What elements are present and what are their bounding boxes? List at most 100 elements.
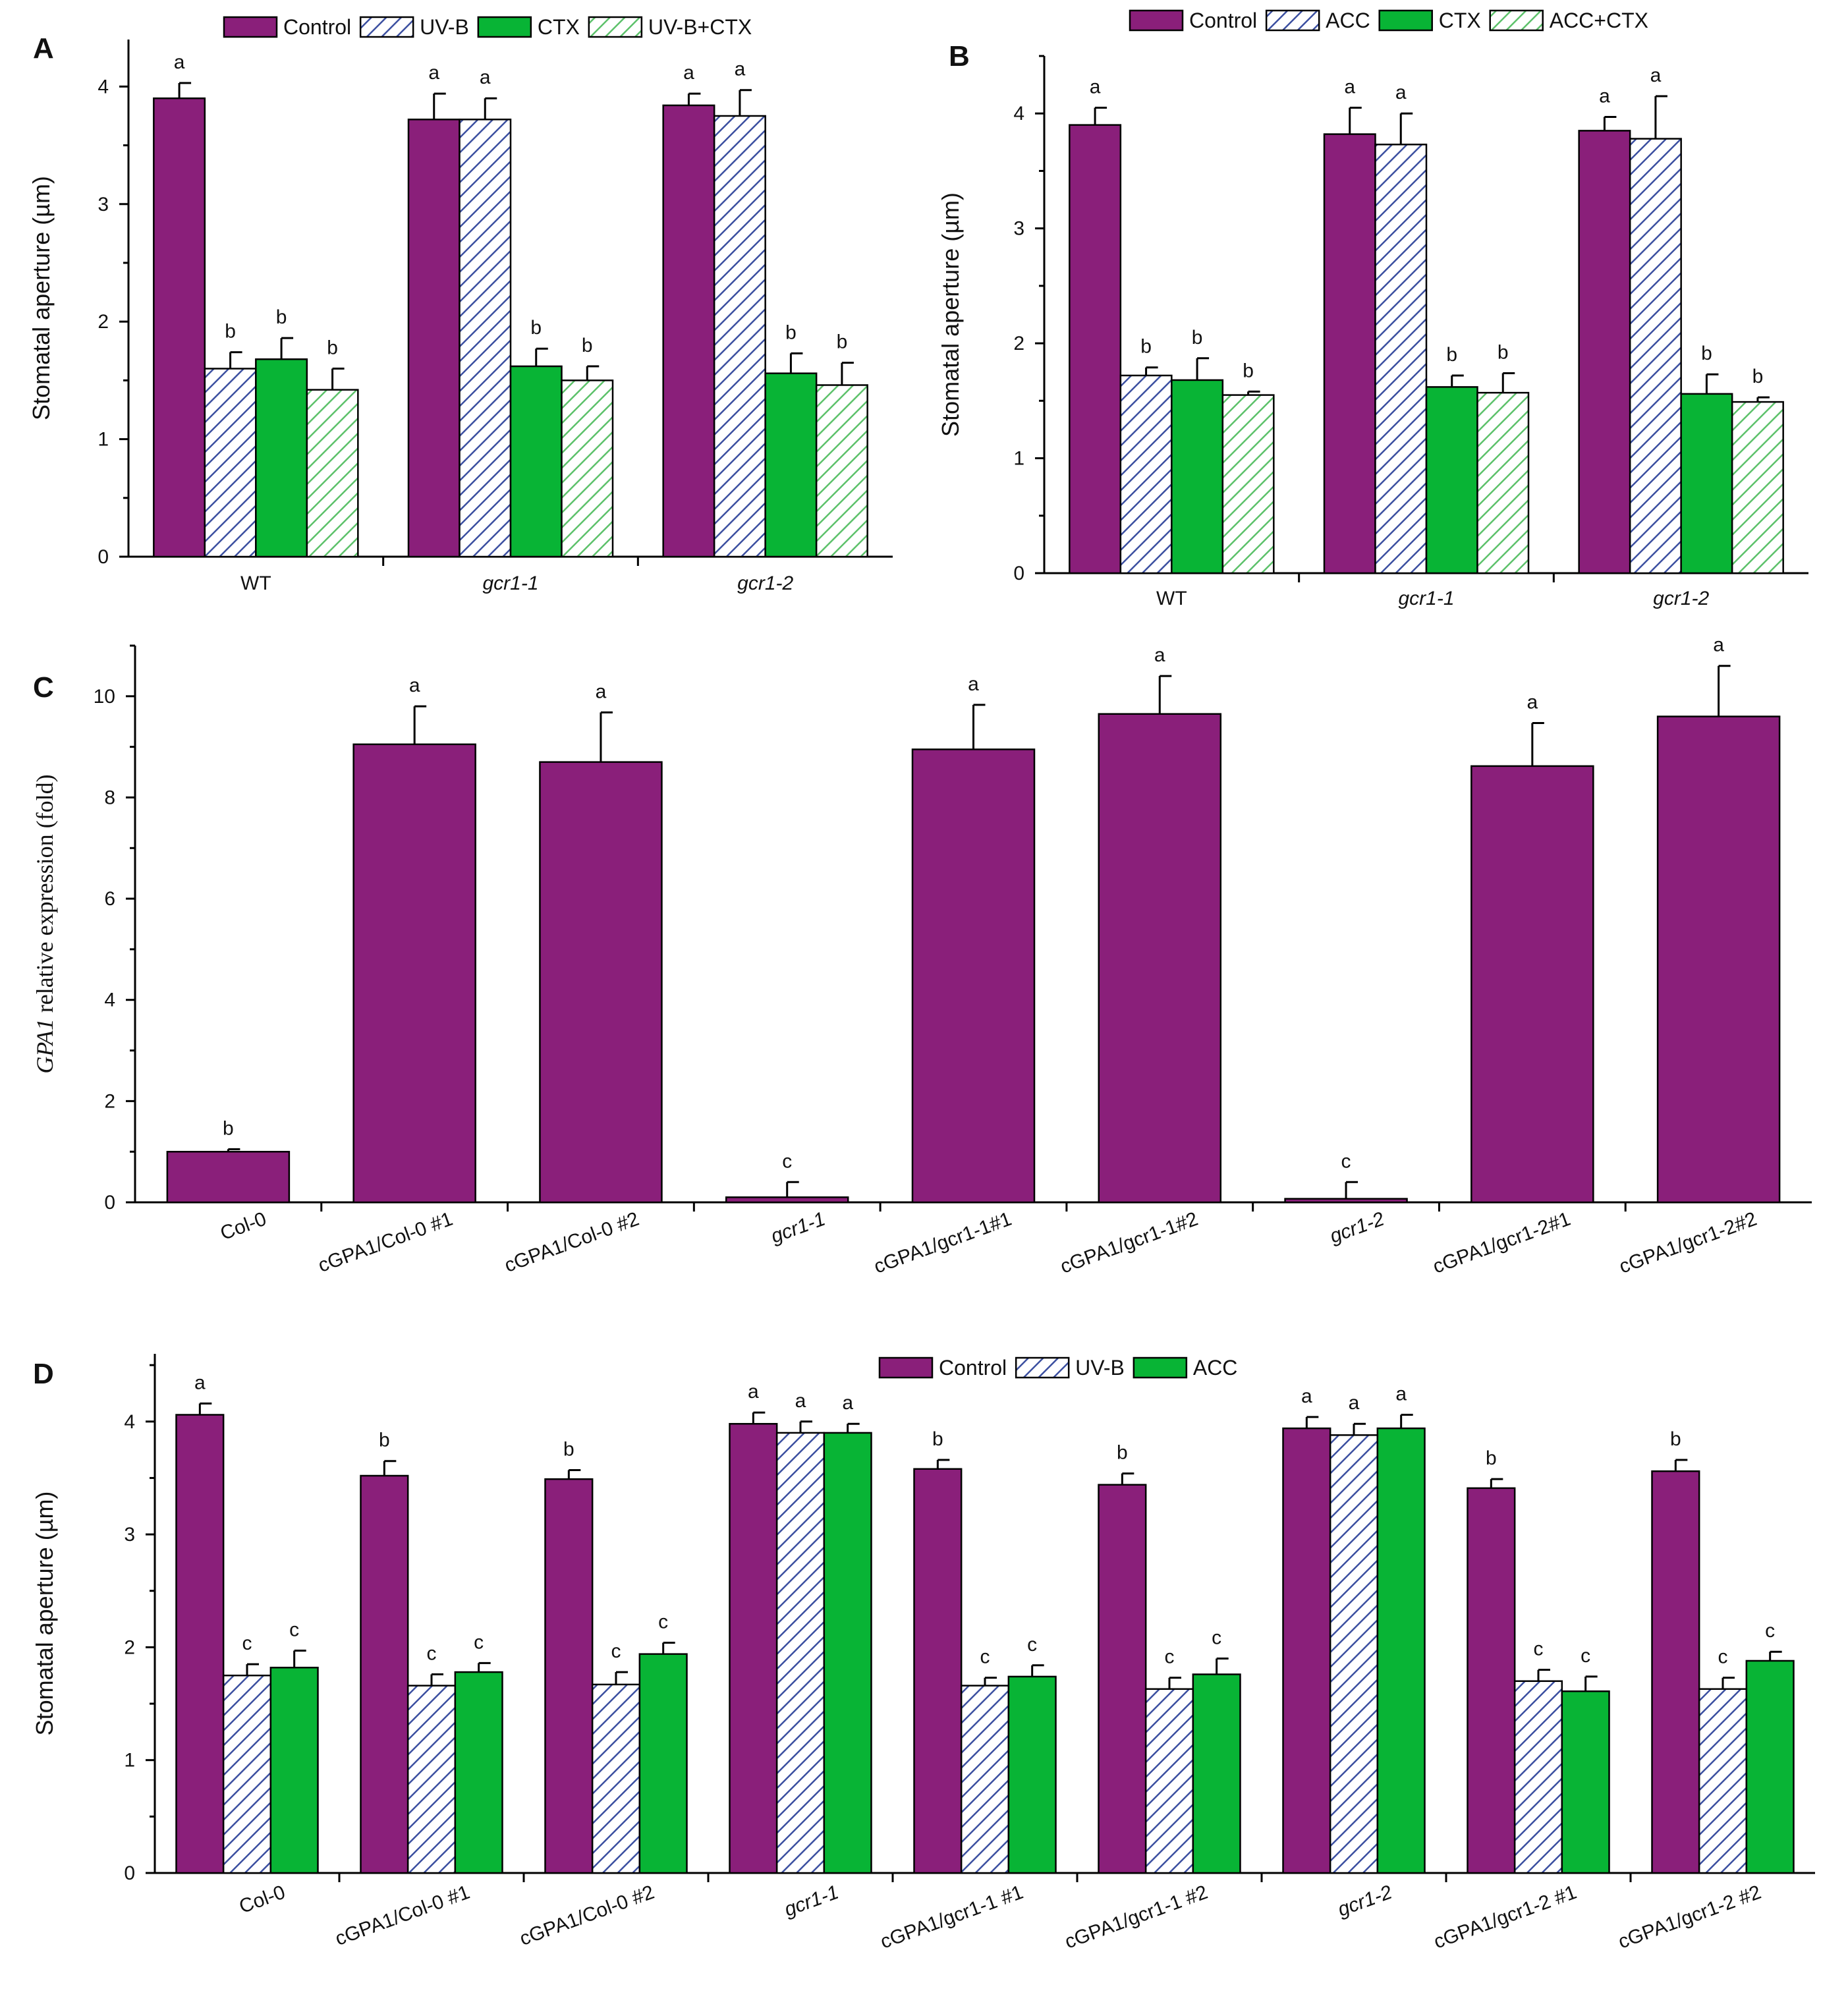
bar (1284, 1198, 1408, 1204)
significance-letter: a (409, 675, 420, 696)
bar (775, 1432, 826, 1874)
significance-letter: a (194, 1372, 206, 1393)
bar (1467, 1487, 1516, 1874)
bar (269, 1666, 319, 1874)
bar (1374, 144, 1428, 574)
x-tick-label: gcr1-2 (1335, 1881, 1395, 1920)
bar (352, 743, 476, 1204)
y-tick-label: 3 (1013, 218, 1024, 240)
significance-letter: b (1243, 360, 1254, 381)
x-tick-label: gcr1-1 (781, 1882, 841, 1921)
y-tick-label: 4 (104, 990, 115, 1011)
significance-letter: a (842, 1392, 853, 1414)
x-tick-label: WT (1156, 588, 1187, 609)
significance-letter: b (530, 317, 542, 339)
x-tick-label: cGPA1/gcr1-2 #1 (1431, 1882, 1579, 1953)
x-tick-label: cGPA1/Col-0 #1 (332, 1882, 472, 1950)
significance-letter: b (1192, 327, 1203, 349)
y-tick-label: 6 (104, 888, 115, 910)
bar (407, 119, 461, 558)
bar (175, 1414, 225, 1874)
bar (960, 1685, 1010, 1874)
y-tick-label: 0 (124, 1862, 135, 1884)
y-tick-label: 1 (124, 1750, 135, 1772)
legend-label: Control (283, 15, 351, 39)
x-tick-label: cGPA1/Col-0 #1 (316, 1208, 456, 1277)
y-tick-label: 1 (98, 429, 109, 451)
bar (153, 97, 206, 558)
legend-label: ACC (1326, 9, 1370, 32)
legend-label: Control (1189, 9, 1257, 32)
x-tick-label: gcr1-2 (737, 572, 793, 594)
legend-label: CTX (1439, 9, 1481, 32)
significance-letter: a (1090, 76, 1101, 98)
significance-letter: c (1027, 1634, 1037, 1656)
bar (591, 1683, 641, 1874)
bar (1098, 713, 1222, 1204)
significance-letter: c (1534, 1638, 1544, 1660)
legend-label: ACC+CTX (1550, 9, 1648, 32)
significance-letter: c (782, 1150, 792, 1172)
significance-letter: a (748, 1381, 759, 1403)
panel-a: A 0 1 2 3 4 Stomatal aperture (µm) a a a b a a b b b b b b… (28, 15, 893, 594)
bar (725, 1196, 849, 1204)
significance-letter: c (242, 1633, 252, 1654)
legend-swatch (1378, 9, 1433, 32)
bar (539, 761, 663, 1204)
significance-letter: c (1212, 1627, 1221, 1649)
bar (729, 1422, 778, 1874)
bar (1561, 1690, 1610, 1874)
x-tick-label: gcr1-2 (1327, 1208, 1387, 1247)
significance-letter: b (276, 306, 287, 328)
x-tick-label: cGPA1/gcr1-2#1 (1430, 1208, 1574, 1278)
legend-swatch (359, 16, 414, 38)
bar (1698, 1688, 1748, 1874)
x-tick-label: cGPA1/gcr1-1 #1 (878, 1882, 1026, 1953)
y-tick-label: 1 (1013, 448, 1024, 470)
y-axis-label-italic: GPA1 (32, 1019, 58, 1073)
bar (1144, 1688, 1194, 1874)
bar (1221, 394, 1275, 574)
y-tick-label: 8 (104, 787, 115, 808)
significance-letter: b (785, 321, 797, 343)
significance-letter: a (1395, 1383, 1407, 1405)
bar (1578, 130, 1631, 574)
bar (764, 372, 818, 558)
bar (544, 1478, 594, 1874)
legend-swatch (223, 16, 278, 38)
legend-swatch (878, 1356, 934, 1379)
bar (1629, 138, 1682, 574)
bar (1098, 1484, 1147, 1874)
bar (911, 748, 1036, 1204)
bar (1425, 386, 1478, 574)
significance-letter: c (1765, 1620, 1775, 1642)
panel-c: C 0 2 4 6 8 10 GPA1 relative expression (fold) b… (32, 634, 1812, 1278)
significance-letter: b (327, 337, 338, 359)
bar (823, 1432, 872, 1874)
significance-letter: b (837, 331, 848, 353)
bar (1192, 1673, 1241, 1874)
significance-letter: a (1650, 65, 1662, 86)
legend-swatch (588, 16, 643, 38)
y-tick-label: 2 (124, 1636, 135, 1658)
bar (222, 1674, 272, 1874)
x-tick-label: gcr1-2 (1653, 588, 1709, 609)
bar (1323, 133, 1376, 574)
x-tick-label: cGPA1/gcr1-2 #2 (1615, 1882, 1764, 1953)
bar (1513, 1680, 1563, 1874)
significance-letter: b (1117, 1442, 1128, 1464)
y-axis-label: Stomatal aperture (µm) (31, 1492, 58, 1736)
bar (1651, 1470, 1700, 1874)
bar (459, 119, 512, 558)
significance-letter: b (1140, 336, 1152, 358)
y-axis-label: Stomatal aperture (µm) (28, 176, 55, 420)
bar (1282, 1427, 1331, 1874)
significance-letter: c (1341, 1150, 1351, 1172)
bar (255, 358, 308, 558)
x-tick-label: cGPA1/gcr1-2#2 (1616, 1208, 1760, 1278)
legend-label: CTX (538, 15, 580, 39)
bar (1171, 379, 1224, 574)
x-tick-label: gcr1-1 (1398, 588, 1454, 609)
bar (1680, 393, 1733, 574)
